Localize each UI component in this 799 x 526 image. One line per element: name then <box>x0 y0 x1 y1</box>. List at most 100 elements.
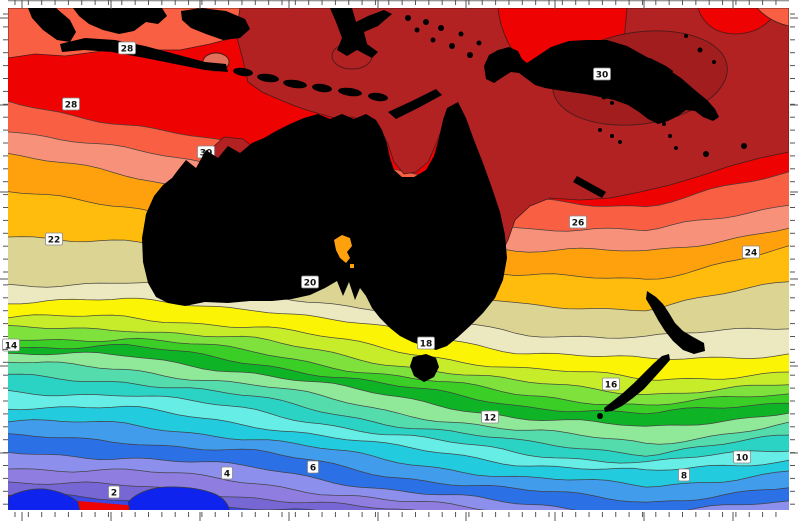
small-island <box>553 69 559 75</box>
contour-line-4-5 <box>8 468 486 510</box>
contour-label-value: 6 <box>310 463 316 473</box>
small-island <box>662 122 666 126</box>
contour-label-box <box>301 275 319 289</box>
land-layer <box>28 8 747 419</box>
contour-line-10-11 <box>8 405 789 471</box>
landmass-sulawesi <box>330 8 392 58</box>
contour-label-value: 18 <box>420 339 433 349</box>
small-island <box>565 76 571 82</box>
contour-label-value: 28 <box>65 100 78 110</box>
landmass-australia <box>142 102 507 350</box>
contour-label-26: 26 <box>569 215 587 229</box>
sst-band-11-12 <box>8 390 789 471</box>
sst-band-14-15 <box>8 352 789 445</box>
contour-line-25-27 <box>8 100 789 208</box>
small-island <box>414 27 420 33</box>
landmass-new-britain <box>632 58 673 77</box>
small-island <box>684 34 688 38</box>
contour-label-28: 28 <box>62 97 80 111</box>
landmass-new-zealand-north-island <box>646 291 705 354</box>
small-island-sunda <box>338 87 362 97</box>
small-island <box>430 37 436 43</box>
contour-line-5-6 <box>8 452 789 510</box>
contour-label-box <box>593 67 611 81</box>
sst-band-13-14 <box>8 361 789 457</box>
sst-band-10-11 <box>8 406 789 488</box>
contour-label-20: 20 <box>301 275 319 289</box>
contour-line-15-16 <box>8 343 789 415</box>
sst-band-8-10 <box>8 419 789 503</box>
small-island-sunda <box>233 67 253 77</box>
small-island <box>674 146 678 150</box>
landmass-borneo-south-b <box>181 8 250 40</box>
lakes-layer <box>334 235 354 268</box>
small-island <box>618 140 622 144</box>
sst-band-12-13 <box>8 374 789 464</box>
contour-label-value: 26 <box>572 218 585 228</box>
contour-label-box <box>2 338 20 352</box>
cold-pool-below-2-b <box>127 486 230 510</box>
lake-dot <box>350 264 354 268</box>
sst-band-6-8 <box>8 433 789 510</box>
small-island <box>458 31 464 37</box>
small-island <box>668 134 672 138</box>
contour-label-value: 12 <box>484 413 497 423</box>
small-island <box>598 128 602 132</box>
contour-line-6-8 <box>8 433 789 503</box>
contour-line-18-19 <box>8 314 789 381</box>
contour-label-value: 14 <box>5 341 18 351</box>
contour-line-8-10 <box>8 419 789 488</box>
small-island <box>610 134 614 138</box>
landmass-borneo-south-a <box>73 8 167 34</box>
contour-label-value: 24 <box>745 248 758 258</box>
contour-line-11-12 <box>8 390 789 464</box>
contour-label-value: 22 <box>48 235 61 245</box>
contour-label-8: 8 <box>678 468 690 482</box>
contour-label-box <box>221 466 233 480</box>
small-island-sunda <box>283 79 307 89</box>
lake-eyre <box>334 235 352 263</box>
contour-label-2: 2 <box>108 485 120 499</box>
landmass-new-caledonia <box>573 176 606 198</box>
contour-label-box <box>602 377 620 391</box>
small-island <box>476 40 482 46</box>
contour-label-box <box>62 97 80 111</box>
small-island <box>610 101 614 105</box>
contour-label-box <box>742 245 760 259</box>
sst-band-2-3 <box>8 494 314 510</box>
small-island <box>438 25 444 31</box>
contour-label-box <box>45 232 63 246</box>
contour-line-12-13 <box>8 373 789 457</box>
contour-label-box <box>417 336 435 350</box>
contour-label-box <box>108 485 120 499</box>
sst-band-19-20 <box>8 298 789 381</box>
contour-label-24: 24 <box>742 245 760 259</box>
small-island <box>405 15 411 21</box>
sst-band-18-19 <box>8 314 789 395</box>
landmass-new-zealand-south-island <box>604 354 670 412</box>
small-island <box>577 82 583 88</box>
contour-line-3-4 <box>8 481 417 510</box>
contour-line-14-15 <box>8 351 789 427</box>
small-island <box>423 19 429 25</box>
contour-line-13-14 <box>8 361 789 445</box>
contour-label-6: 6 <box>307 460 319 474</box>
contour-label-30: 30 <box>593 67 611 81</box>
contour-label-12: 12 <box>481 410 499 424</box>
contour-label-value: 10 <box>736 453 749 463</box>
small-island <box>589 88 595 94</box>
salmon-sliver-corner <box>756 8 789 27</box>
landmass-java <box>60 38 228 72</box>
contour-label-value: 28 <box>121 44 134 54</box>
contour-labels-layer: 28 28 30 26 24 22 20 18 16 14 12 10 8 6 4 2 <box>2 41 760 499</box>
landmass-tasmania <box>410 354 439 382</box>
contour-label-16: 16 <box>602 377 620 391</box>
contour-label-box <box>307 460 319 474</box>
contour-label-box <box>733 450 751 464</box>
landmass-sumatra-tip <box>28 8 76 42</box>
small-island <box>601 94 607 100</box>
contour-label-10: 10 <box>733 450 751 464</box>
contour-label-box <box>481 410 499 424</box>
